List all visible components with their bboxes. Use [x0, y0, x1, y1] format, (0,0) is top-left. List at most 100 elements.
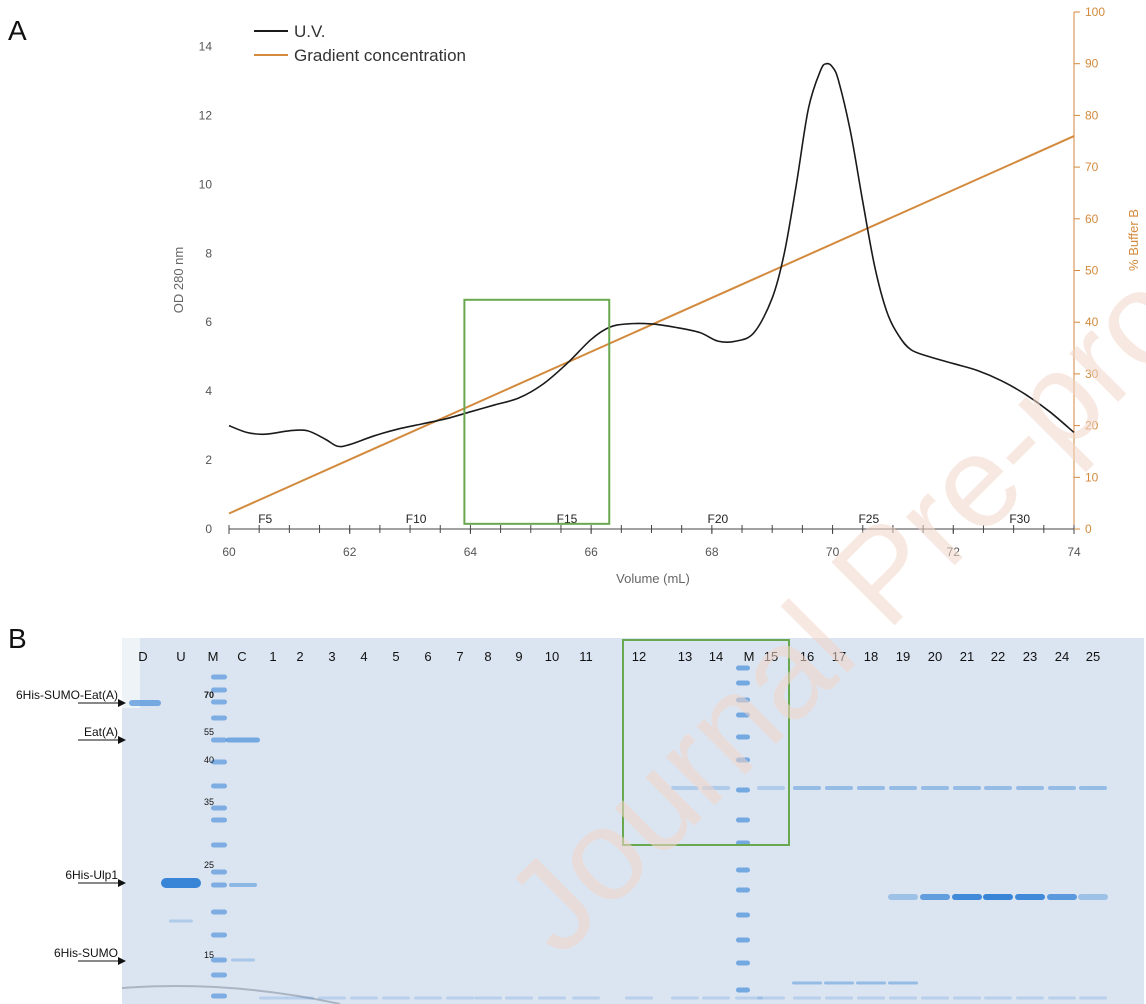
lane-label: 10 [545, 649, 559, 664]
marker-band [211, 737, 227, 743]
lane-label: C [237, 649, 246, 664]
y2-tick-label: 30 [1085, 367, 1099, 381]
band-d-sumo-eat [129, 700, 161, 706]
lane-label: 8 [484, 649, 491, 664]
lane-label: 17 [832, 649, 846, 664]
band-dye-front [735, 996, 763, 1000]
lane-label: 25 [1086, 649, 1100, 664]
y-tick-label: 0 [205, 522, 212, 536]
lane-label: 7 [456, 649, 463, 664]
band-label: 6His-Ulp1 [65, 868, 118, 882]
marker-band [211, 674, 227, 680]
x-tick-label: 68 [705, 545, 719, 559]
band-dye-front [318, 996, 346, 1000]
band-eat-fraction [793, 786, 821, 790]
marker-band [211, 993, 227, 999]
band-ulp1-fraction [888, 894, 918, 900]
lane-label: 24 [1055, 649, 1069, 664]
lane-label: 21 [960, 649, 974, 664]
band-c-sumo [231, 958, 255, 962]
band-dye-front [350, 996, 378, 1000]
marker-band [736, 680, 750, 686]
uv-line [228, 62, 1075, 448]
marker-band [736, 867, 750, 873]
band-ulp1-fraction [952, 894, 982, 900]
marker-band [736, 987, 750, 993]
x-tick-label: 66 [584, 545, 598, 559]
band-dye-front [538, 996, 566, 1000]
band-dye-front [757, 996, 785, 1000]
band-u-faint [169, 919, 193, 923]
panel-b-letter: B [8, 623, 27, 654]
band-dye-front [793, 996, 821, 1000]
marker-band [211, 882, 227, 888]
band-eat-fraction [1016, 786, 1044, 790]
marker-band [211, 869, 227, 875]
band-sumo-fraction [824, 981, 854, 985]
gel-edge-artifact [122, 638, 140, 708]
lane-label: 1 [269, 649, 276, 664]
band-dye-front [625, 996, 653, 1000]
fraction-label: F5 [258, 512, 272, 526]
marker-band [211, 842, 227, 848]
band-dye-front [572, 996, 600, 1000]
lane-label: 11 [579, 649, 593, 664]
band-c-eat [226, 737, 260, 743]
marker-band [211, 715, 227, 721]
lane-label: 19 [896, 649, 910, 664]
y-tick-label: 6 [205, 315, 212, 329]
lane-label: M [208, 649, 219, 664]
band-eat-fraction [857, 786, 885, 790]
x-tick-label: 62 [343, 545, 357, 559]
marker-band [736, 757, 750, 763]
band-label: 6His-SUMO-Eat(A) [16, 688, 118, 702]
y2-tick-label: 10 [1085, 470, 1099, 484]
marker-band [736, 787, 750, 793]
band-dye-front [414, 996, 442, 1000]
marker-band [736, 734, 750, 740]
y-tick-label: 12 [199, 108, 213, 122]
y2-axis-title: % Buffer B [1126, 209, 1141, 271]
fraction-label: F25 [858, 512, 879, 526]
y-tick-label: 2 [205, 453, 212, 467]
marker-size-label: 15 [204, 950, 214, 960]
band-dye-front [474, 996, 502, 1000]
chart-marks [228, 62, 1075, 525]
marker-size-labels: 70 55 40 35 25 15 [204, 690, 214, 960]
band-sumo-fraction [856, 981, 886, 985]
band-annotations: 6His-SUMO-Eat(A) Eat(A) 6His-Ulp1 6His-SUMO [16, 688, 126, 965]
band-ulp1-fraction [1078, 894, 1108, 900]
band-label: Eat(A) [84, 725, 118, 739]
panel-b-sds-page-gel: B D U M C 1 2 3 4 5 6 7 8 9 10 11 12 13 14 M 15 16 17 18 19 20 21… [8, 623, 1144, 1004]
gel-background [122, 638, 1144, 1004]
band-ulp1-fraction [983, 894, 1013, 900]
legend-label-gradient: Gradient concentration [294, 46, 466, 65]
marker-size-label: 35 [204, 797, 214, 807]
band-eat-fraction [757, 786, 785, 790]
marker-size-label: 25 [204, 860, 214, 870]
marker-band [736, 937, 750, 943]
lane-label: 3 [328, 649, 335, 664]
x-tick-label: 64 [464, 545, 478, 559]
lane-label: 15 [764, 649, 778, 664]
marker-band [736, 887, 750, 893]
lane-labels: D U M C 1 2 3 4 5 6 7 8 9 10 11 12 13 14 M 15 16 17 18 19 20 21 22… [138, 649, 1100, 664]
legend-label-uv: U.V. [294, 22, 326, 41]
band-eat-fraction [1079, 786, 1107, 790]
y2-tick-label: 90 [1085, 57, 1099, 71]
marker-size-label: 40 [204, 755, 214, 765]
lane-label: 22 [991, 649, 1005, 664]
y-tick-label: 4 [205, 384, 212, 398]
lane-label: 4 [360, 649, 367, 664]
band-dye-front [671, 996, 699, 1000]
band-eat-fraction [1048, 786, 1076, 790]
band-ulp1-fraction [1015, 894, 1045, 900]
band-dye-front [505, 996, 533, 1000]
lane-label: 16 [800, 649, 814, 664]
y2-tick-label: 100 [1085, 5, 1105, 19]
band-ulp1-fraction [920, 894, 950, 900]
gel-highlight-box [622, 639, 790, 846]
band-u-ulp1 [161, 878, 201, 888]
band-eat-fraction [702, 786, 730, 790]
